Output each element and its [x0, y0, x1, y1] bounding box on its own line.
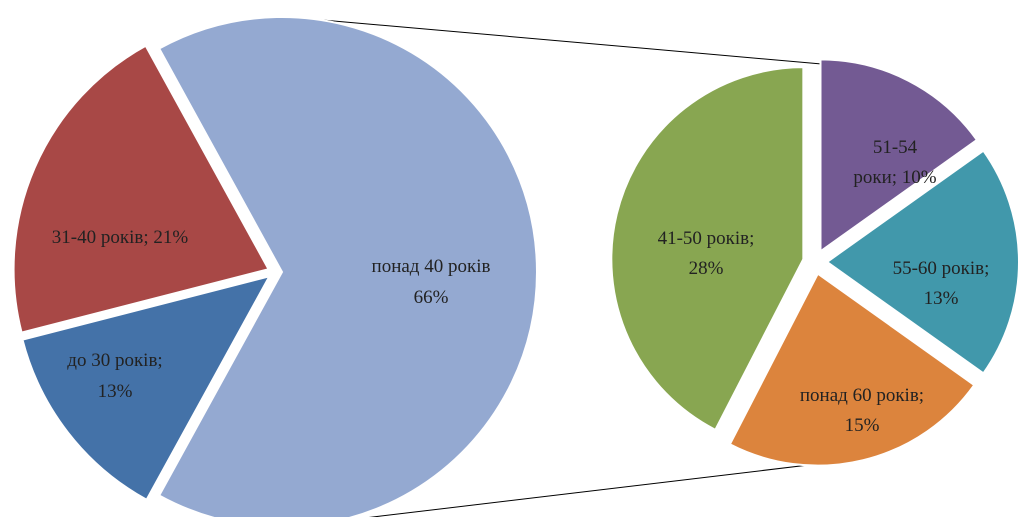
secondary-slice-value: 13% — [924, 288, 959, 309]
secondary-slice-41-50-років — [610, 66, 805, 432]
secondary-slice-value: 15% — [845, 415, 880, 436]
secondary-slice-label: 41-50 років; — [658, 228, 755, 249]
main-pie — [12, 16, 538, 522]
connector-line-bottom — [326, 463, 818, 522]
main-slice-понад-40-років — [157, 16, 538, 522]
main-slice-31-40-років-21 — [12, 44, 271, 334]
data-labels: до 30 років; 13% 31-40 років; 21% понад 40 … — [52, 137, 990, 436]
secondary-slice-value: 28% — [689, 258, 724, 279]
main-slice-до-30-років — [21, 274, 272, 502]
secondary-slice-value: роки; 10% — [853, 167, 936, 188]
connector-lines — [290, 16, 834, 522]
secondary-pie — [610, 58, 1020, 467]
secondary-slice-label: понад 60 років; — [800, 385, 924, 406]
secondary-slice-label: 55-60 років; — [893, 258, 990, 279]
main-slice-label: до 30 років; — [67, 350, 162, 371]
secondary-slice-понад-60-років — [728, 272, 976, 467]
connector-line-top — [290, 16, 834, 66]
main-slice-value: 66% — [414, 287, 449, 308]
main-slice-label: понад 40 років — [372, 256, 491, 277]
secondary-slice-51-54 — [819, 58, 979, 254]
secondary-slice-label: 51-54 — [873, 137, 918, 158]
main-slice-value: 13% — [98, 381, 133, 402]
main-slice-label: 31-40 років; 21% — [52, 227, 189, 248]
secondary-slice-55-60-років — [825, 149, 1020, 375]
